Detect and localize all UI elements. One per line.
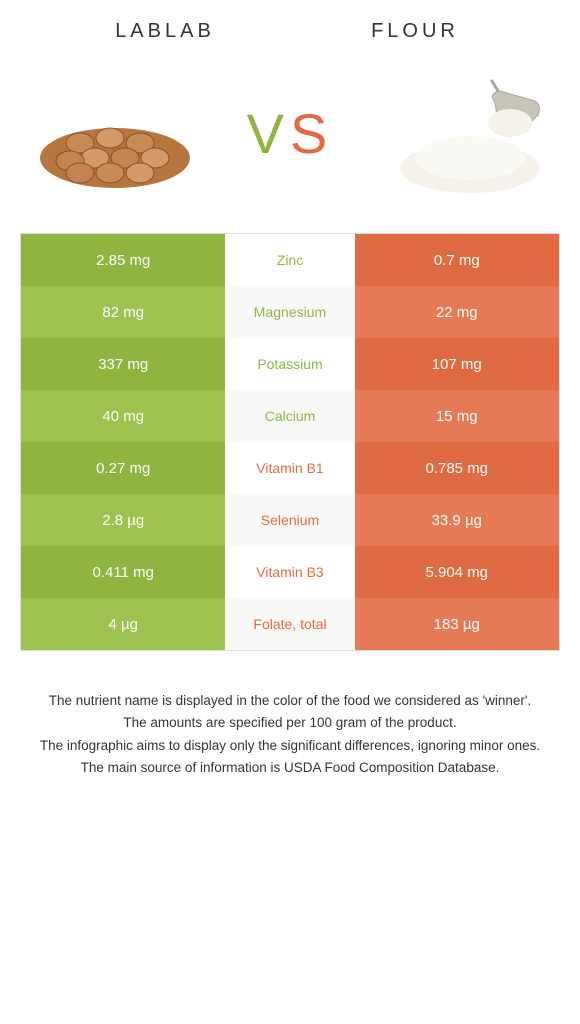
nutrient-label: Calcium — [225, 390, 354, 442]
left-value: 0.27 mg — [21, 442, 225, 494]
vs-v: V — [247, 101, 290, 166]
right-food-title: FLOUR — [290, 20, 540, 43]
right-value: 107 mg — [355, 338, 559, 390]
table-row: 40 mgCalcium15 mg — [21, 390, 559, 442]
nutrient-label: Potassium — [225, 338, 354, 390]
nutrient-label: Vitamin B3 — [225, 546, 354, 598]
table-row: 2.8 µgSelenium33.9 µg — [21, 494, 559, 546]
table-row: 337 mgPotassium107 mg — [21, 338, 559, 390]
nutrient-label: Selenium — [225, 494, 354, 546]
left-value: 2.85 mg — [21, 234, 225, 286]
vs-s: S — [290, 101, 333, 166]
footer-line-4: The main source of information is USDA F… — [30, 758, 550, 778]
flour-image — [380, 73, 550, 193]
image-row: V S — [0, 53, 580, 233]
left-value: 2.8 µg — [21, 494, 225, 546]
right-value: 0.785 mg — [355, 442, 559, 494]
right-value: 15 mg — [355, 390, 559, 442]
footer-line-1: The nutrient name is displayed in the co… — [30, 691, 550, 711]
left-food-title: LABLAB — [40, 20, 290, 43]
right-value: 33.9 µg — [355, 494, 559, 546]
nutrient-label: Magnesium — [225, 286, 354, 338]
right-value: 0.7 mg — [355, 234, 559, 286]
right-value: 183 µg — [355, 598, 559, 650]
nutrient-label: Folate, total — [225, 598, 354, 650]
left-value: 40 mg — [21, 390, 225, 442]
left-value: 337 mg — [21, 338, 225, 390]
nutrient-label: Vitamin B1 — [225, 442, 354, 494]
table-row: 2.85 mgZinc0.7 mg — [21, 234, 559, 286]
table-row: 4 µgFolate, total183 µg — [21, 598, 559, 650]
footer-notes: The nutrient name is displayed in the co… — [0, 651, 580, 800]
footer-line-2: The amounts are specified per 100 gram o… — [30, 713, 550, 733]
footer-line-3: The infographic aims to display only the… — [30, 736, 550, 756]
nutrient-table: 2.85 mgZinc0.7 mg82 mgMagnesium22 mg337 … — [20, 233, 560, 651]
right-value: 22 mg — [355, 286, 559, 338]
left-value: 82 mg — [21, 286, 225, 338]
vs-label: V S — [247, 101, 334, 166]
table-row: 0.27 mgVitamin B10.785 mg — [21, 442, 559, 494]
header: LABLAB FLOUR — [0, 0, 580, 53]
table-row: 82 mgMagnesium22 mg — [21, 286, 559, 338]
table-row: 0.411 mgVitamin B35.904 mg — [21, 546, 559, 598]
nutrient-label: Zinc — [225, 234, 354, 286]
right-value: 5.904 mg — [355, 546, 559, 598]
left-value: 0.411 mg — [21, 546, 225, 598]
lablab-image — [30, 73, 200, 193]
left-value: 4 µg — [21, 598, 225, 650]
